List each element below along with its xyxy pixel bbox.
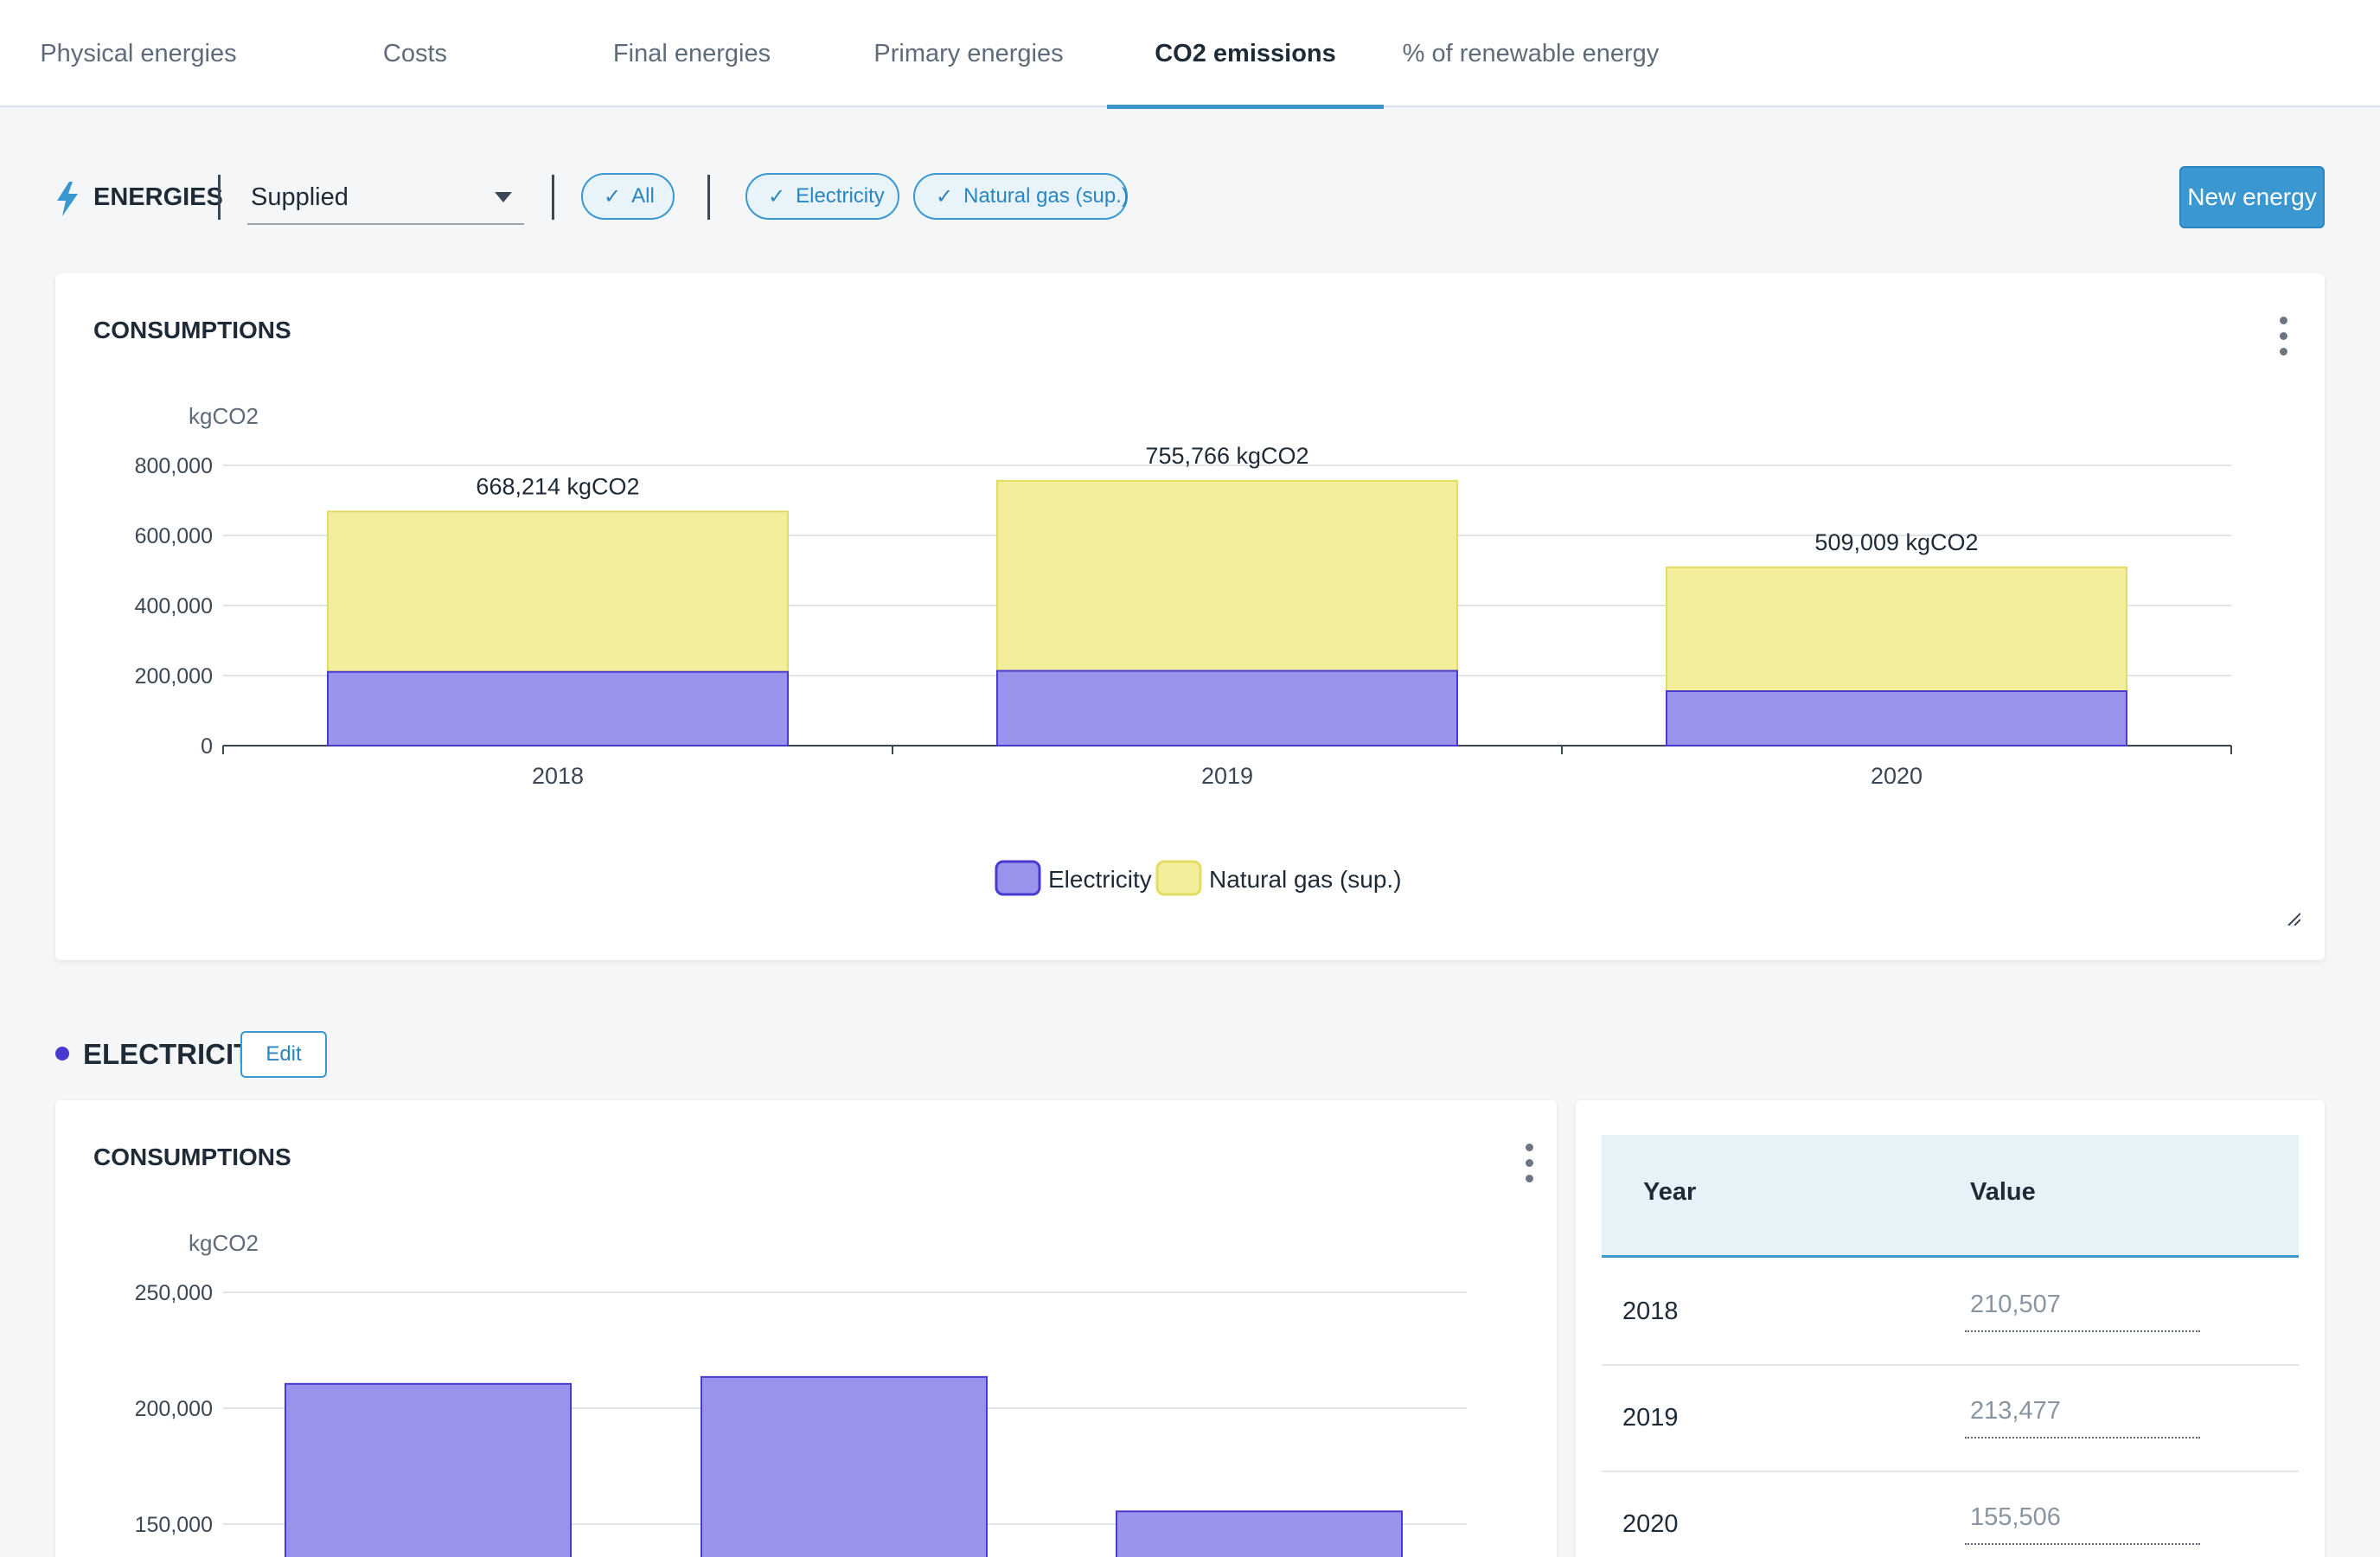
card-title: CONSUMPTIONS <box>93 1144 291 1170</box>
tab-primary-energies[interactable]: Primary energies <box>873 39 1064 67</box>
bar-natural-gas-2018 <box>327 510 789 673</box>
table-row: 2019 213,477 <box>1602 1366 2299 1472</box>
legend-label-electricity: Electricity <box>1048 866 1152 893</box>
bar-electricity-2018 <box>285 1382 572 1557</box>
cell-value-editable[interactable]: 213,477 <box>1965 1397 2200 1438</box>
filter-chip-natural-gas[interactable]: ✓ Natural gas (sup.) <box>913 173 1129 220</box>
chevron-down-icon <box>495 192 512 202</box>
section-title: ELECTRICITY <box>83 1038 271 1070</box>
tab-final-energies[interactable]: Final energies <box>612 39 771 67</box>
filter-chip-label: Natural gas (sup.) <box>963 184 1129 208</box>
bar-electricity-2018 <box>327 670 789 746</box>
y-tick-label: 150,000 <box>135 1513 213 1537</box>
filter-chip-label: All <box>631 184 655 208</box>
y-axis-label: kgCO2 <box>189 403 259 429</box>
legend-label-natural-gas: Natural gas (sup.) <box>1209 866 1402 893</box>
check-icon: ✓ <box>936 184 954 208</box>
legend-swatch-natural-gas <box>1155 860 1202 896</box>
y-tick-label: 400,000 <box>135 594 213 618</box>
y-axis-label: kgCO2 <box>189 1230 259 1256</box>
bar-electricity-2019 <box>996 670 1458 746</box>
table-header: Year Value <box>1602 1135 2299 1258</box>
filter-chip-all[interactable]: ✓ All <box>581 173 675 220</box>
cell-year: 2018 <box>1622 1298 1679 1325</box>
bar-natural-gas-2020 <box>1666 566 2127 693</box>
cell-year: 2019 <box>1622 1404 1679 1432</box>
divider <box>218 175 221 220</box>
tab-costs[interactable]: Costs <box>382 39 448 67</box>
total-data-label: 755,766 kgCO2 <box>1145 443 1308 469</box>
electricity-consumptions-card: CONSUMPTIONS kgCO2 150,000 200,000 250,000 <box>55 1100 1557 1557</box>
column-header-value: Value <box>1970 1178 2036 1206</box>
y-tick-label: 200,000 <box>135 664 213 689</box>
check-icon: ✓ <box>768 184 786 208</box>
energies-title: ENERGIES <box>93 183 223 211</box>
cell-value-editable[interactable]: 210,507 <box>1965 1291 2200 1332</box>
y-tick-label: 0 <box>201 734 213 759</box>
filter-chip-label: Electricity <box>796 184 885 208</box>
divider <box>552 175 554 220</box>
y-tick-label: 800,000 <box>135 454 213 478</box>
resize-handle-icon[interactable] <box>2287 912 2300 926</box>
consumptions-card: CONSUMPTIONS kgCO2 0 200,000 400,000 600,000… <box>55 273 2325 960</box>
table-row: 2018 210,507 <box>1602 1259 2299 1366</box>
more-options-icon[interactable] <box>2276 317 2290 358</box>
total-data-label: 668,214 kgCO2 <box>476 473 639 499</box>
electricity-color-dot <box>55 1047 69 1060</box>
electricity-values-card: Year Value 2018 210,507 2019 213,477 202… <box>1576 1100 2325 1557</box>
bar-electricity-2020 <box>1116 1510 1403 1557</box>
y-tick-label: 250,000 <box>135 1281 213 1305</box>
energy-type-select-value: Supplied <box>251 183 349 211</box>
table-row: 2020 155,506 <box>1602 1472 2299 1557</box>
y-tick-label: 200,000 <box>135 1397 213 1421</box>
tab-co2-emissions[interactable]: CO2 emissions <box>1107 0 1384 109</box>
cell-value-editable[interactable]: 155,506 <box>1965 1503 2200 1545</box>
check-icon: ✓ <box>604 184 622 208</box>
tab-physical-energies[interactable]: Physical energies <box>40 39 237 67</box>
new-energy-button[interactable]: New energy <box>2179 166 2325 228</box>
filter-chip-electricity[interactable]: ✓ Electricity <box>745 173 899 220</box>
legend-swatch-electricity <box>995 860 1041 896</box>
electricity-bar-chart: kgCO2 150,000 200,000 250,000 <box>135 1230 1467 1557</box>
tab-renewable-energy[interactable]: % of renewable energy <box>1402 39 1660 67</box>
bar-electricity-2019 <box>701 1375 988 1557</box>
bar-electricity-2020 <box>1666 690 2127 747</box>
energies-toolbar: ENERGIES Supplied ✓ All ✓ Electricity ✓ … <box>55 164 2325 234</box>
cell-year: 2020 <box>1622 1510 1679 1538</box>
x-tick-label: 2019 <box>1201 763 1253 789</box>
divider <box>707 175 710 220</box>
card-title: CONSUMPTIONS <box>93 317 291 343</box>
x-tick-label: 2020 <box>1871 763 1923 789</box>
x-tick-label: 2018 <box>532 763 584 789</box>
edit-button[interactable]: Edit <box>240 1031 327 1078</box>
bar-natural-gas-2019 <box>996 479 1458 672</box>
total-data-label: 509,009 kgCO2 <box>1814 529 1978 555</box>
y-tick-label: 600,000 <box>135 524 213 548</box>
column-header-year: Year <box>1643 1178 1697 1206</box>
tab-bar: Physical energies Costs Final energies P… <box>0 0 2380 109</box>
more-options-icon[interactable] <box>1522 1144 1536 1185</box>
co2-stacked-bar-chart: kgCO2 0 200,000 400,000 600,000 800,000 668,21… <box>135 403 2232 896</box>
energy-type-select[interactable]: Supplied <box>247 170 524 225</box>
lightning-bolt-icon <box>57 182 78 216</box>
